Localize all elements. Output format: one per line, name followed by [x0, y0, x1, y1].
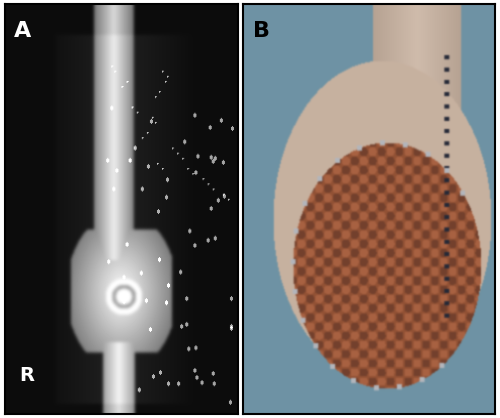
- Text: A: A: [14, 20, 32, 41]
- Text: R: R: [19, 366, 34, 385]
- Text: B: B: [252, 20, 270, 41]
